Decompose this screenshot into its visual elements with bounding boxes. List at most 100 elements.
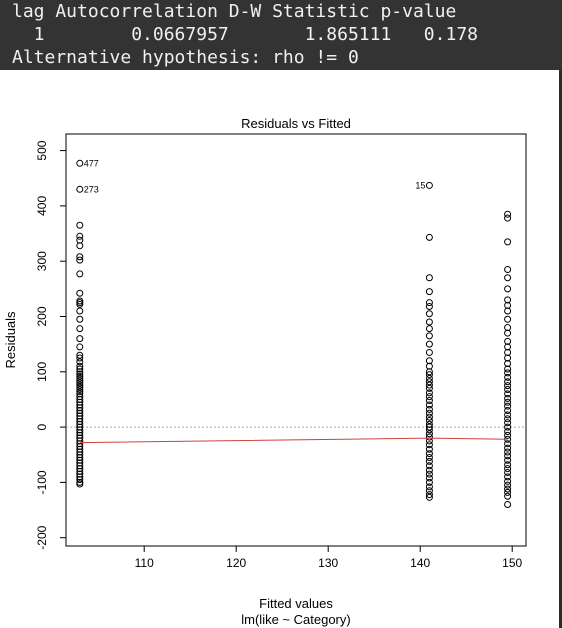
- residual-point: [76, 300, 84, 308]
- residual-point: [425, 462, 433, 470]
- residual-point: [76, 325, 84, 333]
- residual-point: [504, 265, 512, 273]
- residual-point: [76, 315, 84, 323]
- residual-point: [76, 289, 84, 297]
- x-axis-label: Fitted values: [259, 596, 333, 611]
- residual-point: [76, 370, 84, 378]
- residual-point: [504, 456, 512, 464]
- residual-point: [76, 242, 84, 250]
- residual-point: [76, 185, 84, 193]
- residual-point: [425, 310, 433, 318]
- point-label: 477: [84, 158, 99, 168]
- residual-point: [76, 354, 84, 362]
- residual-point: [425, 340, 433, 348]
- y-tick-label: 300: [35, 251, 49, 271]
- residual-point: [76, 480, 84, 488]
- residual-point: [504, 440, 512, 448]
- residual-point: [76, 383, 84, 391]
- residual-point: [504, 428, 512, 436]
- x-tick-label: 110: [135, 556, 154, 570]
- residual-point: [504, 385, 512, 393]
- residual-point: [504, 365, 512, 373]
- residual-point: [425, 233, 433, 241]
- y-tick-label: -100: [35, 470, 49, 494]
- residual-point: [504, 329, 512, 337]
- residual-point: [425, 423, 433, 431]
- residual-point: [425, 299, 433, 307]
- x-tick-label: 120: [226, 556, 246, 570]
- residual-point: [76, 385, 84, 393]
- residual-point: [504, 394, 512, 402]
- residual-point: [425, 487, 433, 495]
- y-tick-label: 200: [35, 306, 49, 326]
- residual-point: [504, 468, 512, 476]
- residual-point: [504, 398, 512, 406]
- residual-point: [425, 288, 433, 296]
- residual-point: [425, 493, 433, 501]
- y-tick-label: 500: [35, 140, 49, 160]
- residual-point: [425, 405, 433, 413]
- residual-point: [425, 470, 433, 478]
- residual-point: [425, 374, 433, 382]
- residual-point: [76, 381, 84, 389]
- residual-point: [425, 384, 433, 392]
- residual-point: [504, 415, 512, 423]
- residual-point: [425, 274, 433, 282]
- residual-point: [76, 232, 84, 240]
- residual-point: [76, 335, 84, 343]
- residual-point: [425, 318, 433, 326]
- x-tick-label: 150: [502, 556, 522, 570]
- residual-point: [504, 485, 512, 493]
- residual-point: [425, 332, 433, 340]
- residual-point: [504, 473, 512, 481]
- residual-point: [504, 382, 512, 390]
- residual-point: [76, 476, 84, 484]
- residual-point: [425, 397, 433, 405]
- hypothesis-line: Alternative hypothesis: rho != 0: [12, 47, 359, 68]
- residual-point: [504, 369, 512, 377]
- residual-point: [425, 426, 433, 434]
- residual-point: [504, 419, 512, 427]
- residual-point: [425, 478, 433, 486]
- residual-point: [76, 253, 84, 261]
- residual-point: [425, 381, 433, 389]
- dw-values-line: 1 0.0667957 1.865111 0.178: [12, 24, 478, 45]
- residual-point: [504, 411, 512, 419]
- residual-point: [76, 379, 84, 387]
- residual-point: [76, 221, 84, 229]
- residual-point: [76, 368, 84, 376]
- console-output: lag Autocorrelation D-W Statistic p-valu…: [0, 0, 562, 70]
- residual-point: [76, 372, 84, 380]
- window-edge: [559, 70, 562, 628]
- residual-point: [425, 454, 433, 462]
- residual-point: [76, 343, 84, 351]
- residual-point: [504, 477, 512, 485]
- residual-point: [425, 303, 433, 311]
- smooth-line: [79, 437, 508, 444]
- residual-point: [425, 466, 433, 474]
- residual-point: [504, 492, 512, 500]
- residual-point: [76, 270, 84, 278]
- dw-header-line: lag Autocorrelation D-W Statistic p-valu…: [12, 1, 457, 22]
- residual-point: [504, 315, 512, 323]
- residual-point: [425, 416, 433, 424]
- residual-point: [425, 348, 433, 356]
- residual-point: [425, 378, 433, 386]
- residual-point: [425, 325, 433, 333]
- residual-point: [425, 401, 433, 409]
- residual-point: [504, 390, 512, 398]
- residual-point: [425, 389, 433, 397]
- residual-point: [504, 501, 512, 509]
- residual-point: [504, 307, 512, 315]
- residual-point: [425, 371, 433, 379]
- residual-point: [425, 445, 433, 453]
- point-label: 273: [84, 184, 99, 194]
- y-axis-label: Residuals: [3, 311, 18, 369]
- residual-point: [76, 159, 84, 167]
- residual-point: [504, 448, 512, 456]
- plot-frame: [65, 133, 527, 547]
- chart-title: Residuals vs Fitted: [241, 116, 351, 131]
- residual-point: [425, 368, 433, 376]
- residual-point: [76, 374, 84, 382]
- residual-point: [504, 423, 512, 431]
